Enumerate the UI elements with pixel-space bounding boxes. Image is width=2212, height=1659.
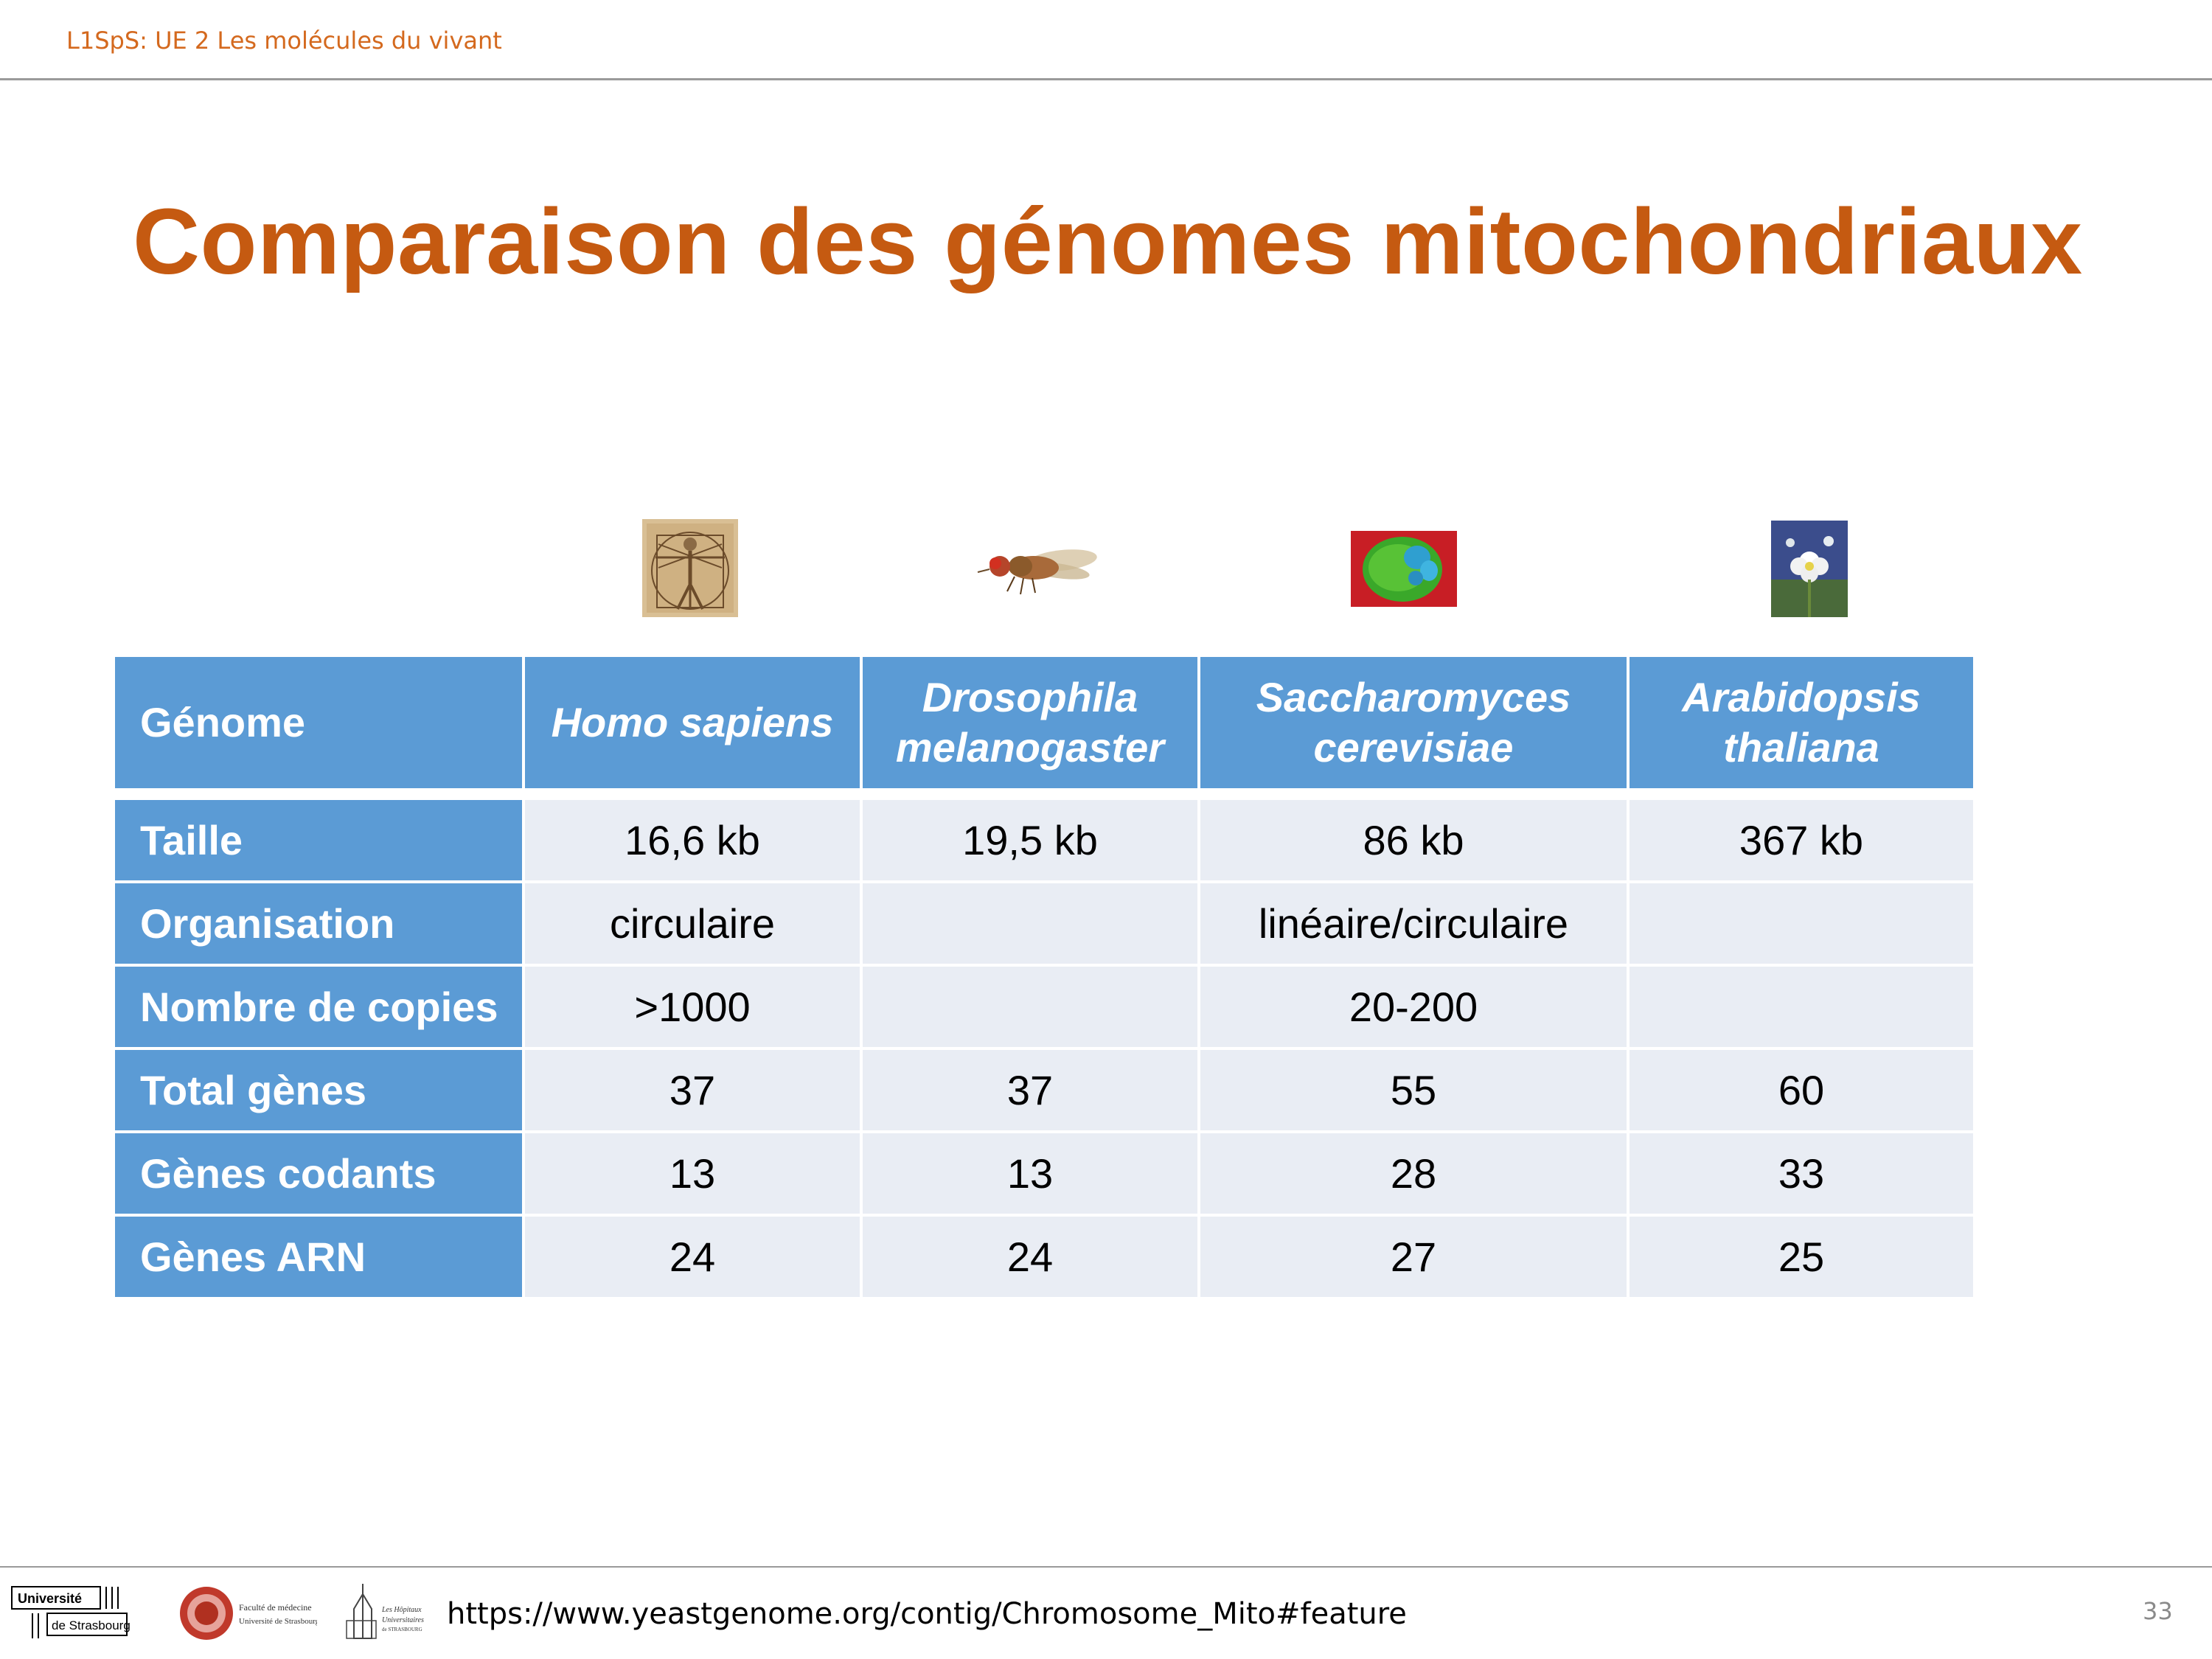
table-cell: 37 xyxy=(522,1047,863,1133)
genome-comparison-table: Génome Homo sapiens Drosophila melanogast… xyxy=(112,654,1976,1300)
table-cell xyxy=(860,964,1200,1050)
svg-text:Universitaires: Universitaires xyxy=(382,1616,424,1624)
header-separator xyxy=(114,790,1975,799)
table-cell: 24 xyxy=(860,1214,1200,1300)
table-cell: 86 kb xyxy=(1197,797,1630,883)
table-cell: 367 kb xyxy=(1627,797,1976,883)
table-cell: 19,5 kb xyxy=(860,797,1200,883)
yeast-cell-image xyxy=(1351,531,1457,607)
table-cell: 16,6 kb xyxy=(522,797,863,883)
table-cell: linéaire/circulaire xyxy=(1197,880,1630,967)
table-header-row: Génome Homo sapiens Drosophila melanogast… xyxy=(112,654,1976,791)
svg-text:de Strasbourg: de Strasbourg xyxy=(52,1618,131,1632)
header-cell-genome: Génome xyxy=(112,654,525,791)
row-label: Total gènes xyxy=(112,1047,525,1133)
header-divider xyxy=(0,78,2212,80)
table-row: Organisation circulaire linéaire/circula… xyxy=(112,880,1976,967)
table-cell: 27 xyxy=(1197,1214,1630,1300)
table-cell xyxy=(1627,964,1976,1050)
page-number: 33 xyxy=(2143,1597,2173,1625)
table-cell: 13 xyxy=(860,1130,1200,1217)
table-cell: 37 xyxy=(860,1047,1200,1133)
vitruvian-man-image xyxy=(642,519,738,617)
svg-text:Université: Université xyxy=(18,1591,82,1606)
row-label: Organisation xyxy=(112,880,525,967)
header-cell-homo-sapiens: Homo sapiens xyxy=(522,654,863,791)
source-url[interactable]: https://www.yeastgenome.org/contig/Chrom… xyxy=(447,1597,1407,1631)
table-row: Total gènes 37 37 55 60 xyxy=(112,1047,1976,1133)
table-cell: 20-200 xyxy=(1197,964,1630,1050)
row-label: Taille xyxy=(112,797,525,883)
svg-text:Université de Strasbourg: Université de Strasbourg xyxy=(239,1617,317,1626)
row-label: Nombre de copies xyxy=(112,964,525,1050)
row-label: Gènes codants xyxy=(112,1130,525,1217)
svg-text:Les Hôpitaux: Les Hôpitaux xyxy=(381,1606,422,1614)
table-row: Gènes ARN 24 24 27 25 xyxy=(112,1214,1976,1300)
table-cell: 25 xyxy=(1627,1214,1976,1300)
svg-text:de STRASBOURG: de STRASBOURG xyxy=(382,1627,422,1632)
table-row: Nombre de copies >1000 20-200 xyxy=(112,964,1976,1050)
slide-title: Comparaison des génomes mitochondriaux xyxy=(133,189,2083,293)
table-cell: 55 xyxy=(1197,1047,1630,1133)
header-cell-saccharomyces: Saccharomyces cerevisiae xyxy=(1197,654,1630,791)
table-cell: 24 xyxy=(522,1214,863,1300)
footer-divider xyxy=(0,1566,2212,1568)
table-cell: >1000 xyxy=(522,964,863,1050)
header-cell-drosophila: Drosophila melanogaster xyxy=(860,654,1200,791)
table-cell xyxy=(1627,880,1976,967)
table-cell xyxy=(860,880,1200,967)
table-cell: 60 xyxy=(1627,1047,1976,1133)
row-label: Gènes ARN xyxy=(112,1214,525,1300)
table-cell: 33 xyxy=(1627,1130,1976,1217)
arabidopsis-flower-image xyxy=(1771,521,1848,617)
table-cell: 28 xyxy=(1197,1130,1630,1217)
faculte-medecine-logo: Faculté de médecine Université de Strasb… xyxy=(180,1587,317,1640)
svg-text:Faculté de médecine: Faculté de médecine xyxy=(239,1602,312,1613)
universite-strasbourg-logo: Université de Strasbourg xyxy=(11,1586,131,1638)
hopitaux-universitaires-logo: Les Hôpitaux Universitaires de STRASBOUR… xyxy=(346,1584,424,1639)
header-cell-arabidopsis: Arabidopsis thaliana xyxy=(1627,654,1976,791)
table-row: Taille 16,6 kb 19,5 kb 86 kb 367 kb xyxy=(112,797,1976,883)
table-cell: 13 xyxy=(522,1130,863,1217)
drosophila-image xyxy=(977,549,1097,595)
course-header: L1SpS: UE 2 Les molécules du vivant xyxy=(66,27,502,55)
table-cell: circulaire xyxy=(522,880,863,967)
table-row: Gènes codants 13 13 28 33 xyxy=(112,1130,1976,1217)
